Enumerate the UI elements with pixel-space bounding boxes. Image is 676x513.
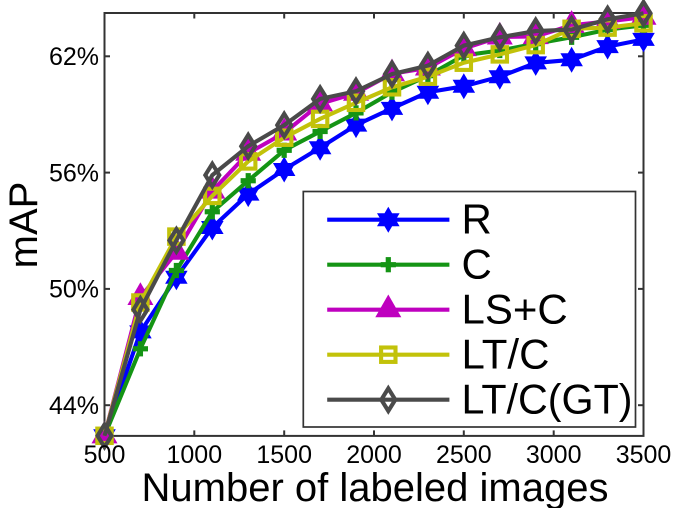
- svg-text:2000: 2000: [346, 441, 402, 469]
- svg-text:1000: 1000: [166, 441, 222, 469]
- svg-text:50%: 50%: [49, 276, 99, 304]
- svg-text:56%: 56%: [49, 159, 99, 187]
- svg-text:C: C: [462, 240, 492, 287]
- svg-text:44%: 44%: [49, 392, 99, 420]
- svg-text:1500: 1500: [256, 441, 312, 469]
- svg-text:3000: 3000: [526, 441, 582, 469]
- svg-text:62%: 62%: [49, 43, 99, 71]
- svg-text:3500: 3500: [616, 441, 672, 469]
- svg-text:2500: 2500: [436, 441, 492, 469]
- svg-text:LS+C: LS+C: [462, 285, 568, 332]
- svg-text:R: R: [462, 195, 492, 242]
- svg-text:500: 500: [84, 441, 126, 469]
- svg-text:LT/C(GT): LT/C(GT): [462, 375, 633, 422]
- svg-text:LT/C: LT/C: [462, 330, 550, 377]
- svg-text:mAP: mAP: [2, 182, 46, 269]
- svg-text:Number of labeled images: Number of labeled images: [142, 466, 609, 508]
